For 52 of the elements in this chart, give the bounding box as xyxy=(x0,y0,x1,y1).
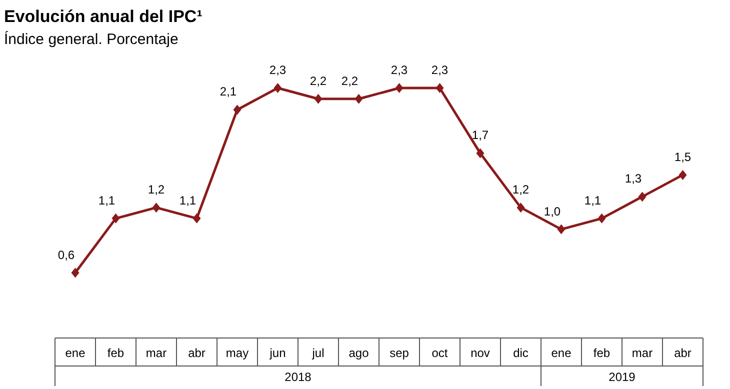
x-tick-label: ago xyxy=(348,346,370,360)
x-tick-label: nov xyxy=(470,346,490,360)
point xyxy=(638,192,646,202)
point xyxy=(476,148,484,158)
point xyxy=(598,213,606,224)
data-label: 1,3 xyxy=(624,172,642,186)
data-label: 1,2 xyxy=(148,182,165,197)
point xyxy=(71,268,80,278)
point xyxy=(354,94,363,104)
data-label: 1,0 xyxy=(544,204,561,218)
x-tick-label: oct xyxy=(432,346,448,360)
x-tick-label: ene xyxy=(551,346,572,360)
data-label: 1,1 xyxy=(584,193,602,208)
x-tick-label: dic xyxy=(513,346,528,360)
point xyxy=(678,170,687,180)
point xyxy=(436,83,444,93)
x-tick-label: mar xyxy=(632,346,653,360)
data-label: 2,2 xyxy=(341,74,358,88)
point xyxy=(152,202,160,213)
x-tick-label: may xyxy=(226,346,249,360)
point xyxy=(112,213,120,224)
data-label: 1,1 xyxy=(98,193,116,208)
data-label: 2,3 xyxy=(390,63,408,77)
x-tick-label: feb xyxy=(593,346,610,360)
chart-subtitle: Índice general. Porcentaje xyxy=(4,30,178,48)
point xyxy=(395,83,404,93)
data-label: 2,3 xyxy=(431,63,448,77)
data-label: 0,6 xyxy=(58,248,75,262)
data-label: 1,5 xyxy=(674,150,692,164)
x-tick-label: mar xyxy=(146,346,167,360)
data-label: 1,7 xyxy=(472,128,489,142)
x-tick-label: feb xyxy=(107,346,124,360)
x-tick-label: abr xyxy=(188,346,206,360)
point xyxy=(233,104,242,115)
text: 2019 xyxy=(608,370,636,384)
data-label: 1,2 xyxy=(512,182,530,197)
data-label: 1,1 xyxy=(179,193,196,208)
chart-title: Evolución anual del IPC¹ xyxy=(4,7,203,26)
x-tick-label: abr xyxy=(674,346,692,360)
data-label: 2,3 xyxy=(269,63,286,77)
point xyxy=(516,202,525,213)
x-tick-label: jun xyxy=(268,346,286,360)
text: 2018 xyxy=(284,370,312,384)
data-label: 2,1 xyxy=(220,84,237,99)
x-tick-label: sep xyxy=(390,346,410,360)
point xyxy=(557,224,566,234)
point xyxy=(192,213,201,224)
point xyxy=(274,83,282,93)
point xyxy=(314,94,322,104)
data-label: 2,2 xyxy=(310,74,327,88)
x-tick-label: jul xyxy=(311,346,324,360)
x-tick-label: ene xyxy=(65,346,86,360)
